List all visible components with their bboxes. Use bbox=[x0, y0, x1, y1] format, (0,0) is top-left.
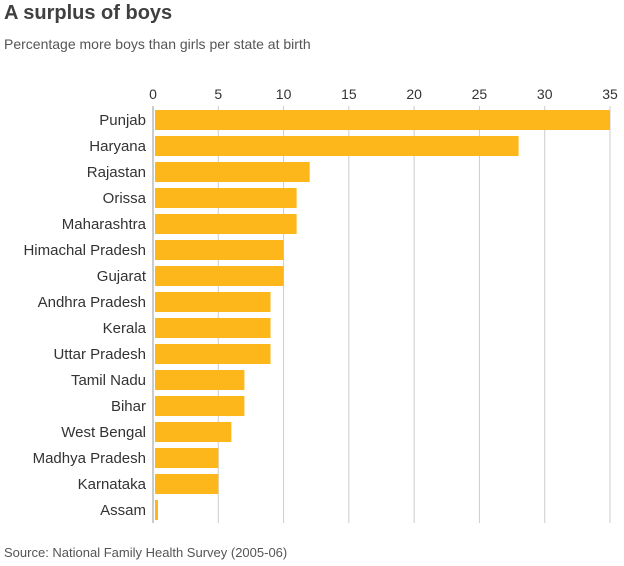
category-label: Bihar bbox=[111, 398, 146, 415]
bar-madhya-pradesh bbox=[155, 448, 219, 468]
bar-west-bengal bbox=[155, 422, 232, 442]
category-label: Maharashtra bbox=[62, 216, 147, 233]
x-tick-label: 0 bbox=[149, 86, 157, 102]
x-tick-label: 15 bbox=[341, 86, 357, 102]
bar-himachal-pradesh bbox=[155, 240, 284, 260]
x-tick-label: 20 bbox=[406, 86, 422, 102]
chart-subtitle: Percentage more boys than girls per stat… bbox=[4, 36, 311, 52]
x-tick-labels: 0 5 10 15 20 25 30 35 bbox=[149, 86, 618, 102]
bars bbox=[155, 110, 610, 520]
bar-andhra-pradesh bbox=[155, 292, 271, 312]
bar-uttar-pradesh bbox=[155, 344, 271, 364]
bar-assam bbox=[155, 500, 158, 520]
category-label: Uttar Pradesh bbox=[53, 346, 146, 363]
x-tick-label: 5 bbox=[214, 86, 222, 102]
category-label: Karnataka bbox=[78, 476, 147, 493]
category-label: Assam bbox=[100, 502, 146, 519]
bar-rajastan bbox=[155, 162, 310, 182]
x-tick-label: 10 bbox=[276, 86, 292, 102]
category-label: Rajastan bbox=[87, 164, 146, 181]
category-label: Gujarat bbox=[97, 268, 147, 285]
x-tick-label: 25 bbox=[472, 86, 488, 102]
category-label: Himachal Pradesh bbox=[23, 242, 146, 259]
category-label: Madhya Pradesh bbox=[33, 450, 146, 467]
category-label: Punjab bbox=[99, 112, 146, 129]
bar-gujarat bbox=[155, 266, 284, 286]
category-label: Haryana bbox=[89, 138, 146, 155]
category-labels: Punjab Haryana Rajastan Orissa Maharashtra Hi… bbox=[23, 112, 146, 519]
category-label: Tamil Nadu bbox=[71, 372, 146, 389]
chart-title: A surplus of boys bbox=[4, 2, 173, 24]
bar-punjab bbox=[155, 110, 610, 130]
bar-kerala bbox=[155, 318, 271, 338]
x-tick-label: 30 bbox=[537, 86, 553, 102]
bar-tamil-nadu bbox=[155, 370, 245, 390]
category-label: Kerala bbox=[103, 320, 147, 337]
bar-haryana bbox=[155, 136, 519, 156]
bar-karnataka bbox=[155, 474, 219, 494]
source-note: Source: National Family Health Survey (2… bbox=[4, 545, 288, 560]
bar-bihar bbox=[155, 396, 245, 416]
category-label: Andhra Pradesh bbox=[38, 294, 146, 311]
x-tick-label: 35 bbox=[602, 86, 618, 102]
bar-orissa bbox=[155, 188, 297, 208]
category-label: Orissa bbox=[103, 190, 147, 207]
bar-maharashtra bbox=[155, 214, 297, 234]
category-label: West Bengal bbox=[61, 424, 146, 441]
